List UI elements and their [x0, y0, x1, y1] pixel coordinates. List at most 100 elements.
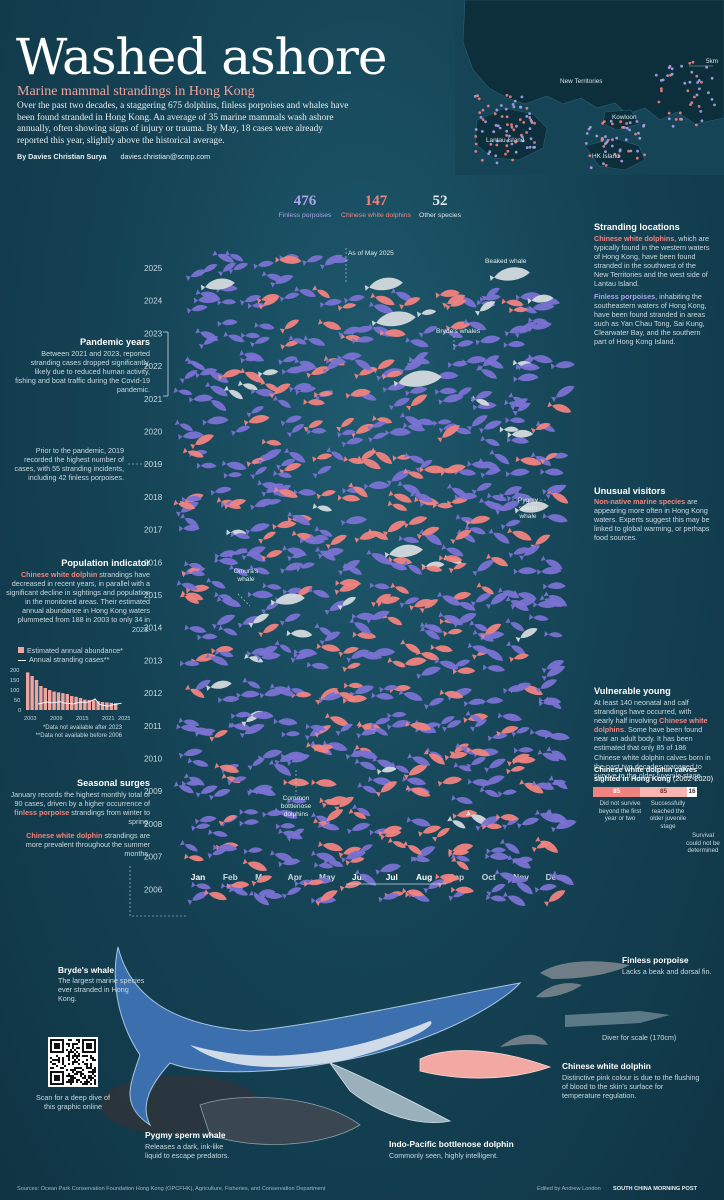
calves-did-not-survive: 85	[593, 787, 640, 797]
stranding-mark	[184, 853, 204, 862]
stranding-mark	[217, 262, 236, 277]
map-dot	[610, 144, 614, 148]
stranding-mark	[254, 322, 275, 330]
stranding-mark	[545, 809, 566, 824]
calves-heading: Chinese white dolphin calves sighted in …	[594, 765, 718, 783]
unusual-heading: Unusual visitors	[594, 486, 666, 496]
stranding-mark	[448, 562, 467, 574]
stranding-mark	[292, 586, 313, 601]
stranding-mark	[534, 809, 560, 823]
stranding-mark	[451, 856, 469, 871]
stranding-mark	[368, 776, 393, 786]
stranding-mark	[437, 425, 460, 443]
bottlenose-heading: Indo-Pacific bottlenose dolphin	[389, 1139, 514, 1149]
stranding-mark	[180, 660, 200, 667]
stranding-mark	[485, 852, 510, 860]
stranding-mark	[205, 381, 228, 397]
year-label-2023: 2023	[144, 329, 163, 338]
stranding-mark	[499, 426, 519, 433]
stranding-mark	[547, 779, 567, 788]
map-dot	[525, 131, 528, 134]
stranding-mark	[518, 545, 541, 561]
stranding-mark	[489, 449, 510, 465]
stranding-mark	[387, 657, 406, 668]
stranding-mark	[448, 843, 474, 855]
seasonal2-text: Chinese white dolphin strandings are mor…	[10, 831, 150, 858]
month-label-aug: Aug	[416, 872, 432, 882]
stranding-mark	[397, 480, 421, 495]
map-dot	[707, 91, 710, 95]
stranding-mark	[481, 356, 504, 369]
total-cwd: 147 Chinese white dolphins	[336, 193, 416, 219]
stranding-mark	[530, 451, 552, 466]
map-dot	[477, 97, 481, 101]
porpoise-location-text: Finless porpoises, inhabiting the southe…	[594, 292, 712, 347]
qr-code[interactable]	[48, 1037, 98, 1087]
stranding-mark	[501, 298, 524, 307]
stranding-mark	[318, 841, 343, 852]
stranding-mark	[419, 626, 441, 640]
year-label-2012: 2012	[144, 689, 163, 698]
pygmy-sperm-whale-illustration	[199, 1096, 361, 1145]
stranding-mark	[231, 425, 251, 437]
stranding-mark	[494, 869, 519, 882]
year-label-2014: 2014	[144, 624, 163, 633]
map-dot	[710, 98, 714, 101]
map-dot	[618, 149, 622, 153]
author-email[interactable]: davies.christian@scmp.com	[120, 152, 211, 161]
stranding-mark	[402, 776, 427, 786]
map-dot	[615, 136, 619, 140]
legend-abundance-swatch	[18, 647, 24, 653]
stranding-mark	[402, 840, 422, 855]
mini-bar	[39, 686, 43, 710]
stranding-mark	[279, 319, 300, 334]
stranding-mark	[190, 434, 214, 450]
strandings-chart: 2025 2024 2023 2022 2021 2020 2019 2018 2017 2016…	[128, 248, 577, 917]
stranding-mark	[509, 682, 532, 694]
stranding-mark	[247, 757, 265, 771]
map-dot	[654, 73, 658, 77]
map-dot	[657, 100, 661, 104]
stranding-mark	[214, 591, 233, 601]
stranding-mark	[246, 648, 269, 657]
stranding-mark	[371, 311, 416, 327]
stranding-mark	[551, 819, 577, 833]
stranding-mark	[452, 613, 477, 628]
map-dot	[642, 124, 645, 128]
mini-footnote-2: **Data not available before 2006	[35, 733, 122, 739]
annotation-brydes-whales: Bryde's whales	[436, 328, 481, 335]
editor: Edited by Andrew London	[537, 1186, 601, 1192]
porpoise-species: Finless porpoises	[594, 292, 656, 301]
map-dot	[494, 124, 498, 127]
map-dot	[585, 132, 589, 135]
stranding-mark	[478, 497, 501, 511]
stranding-mark	[431, 827, 450, 842]
stranding-mark	[515, 456, 542, 466]
annotation-pygmy-sperm: Pygmy sperm whale	[517, 497, 539, 520]
stranding-mark	[174, 419, 194, 432]
total-cwd-label: Chinese white dolphins	[341, 212, 411, 219]
year-label-2008: 2008	[144, 820, 163, 829]
stranding-mark	[356, 455, 381, 470]
year-label-2024: 2024	[144, 297, 163, 306]
stranding-mark	[405, 337, 429, 348]
map-dot	[629, 149, 633, 153]
map-dot	[628, 128, 631, 132]
stranding-mark	[388, 490, 412, 503]
stranding-mark	[334, 688, 357, 702]
stranding-mark	[258, 369, 279, 378]
stranding-mark	[280, 415, 303, 427]
total-finless-label: Finless porpoises	[278, 212, 332, 219]
stranding-mark	[402, 422, 426, 432]
stranding-mark	[255, 788, 276, 797]
stranding-mark	[257, 652, 281, 662]
stranding-mark	[370, 593, 392, 608]
stranding-mark	[480, 623, 502, 640]
pygmy-text: Releases a dark, ink-like liquid to esca…	[145, 1142, 230, 1161]
stranding-mark	[484, 758, 506, 773]
stranding-mark	[258, 297, 279, 310]
stranding-mark	[223, 385, 243, 400]
stranding-mark	[384, 558, 405, 571]
stranding-mark	[466, 415, 488, 432]
stranding-mark	[372, 415, 393, 424]
